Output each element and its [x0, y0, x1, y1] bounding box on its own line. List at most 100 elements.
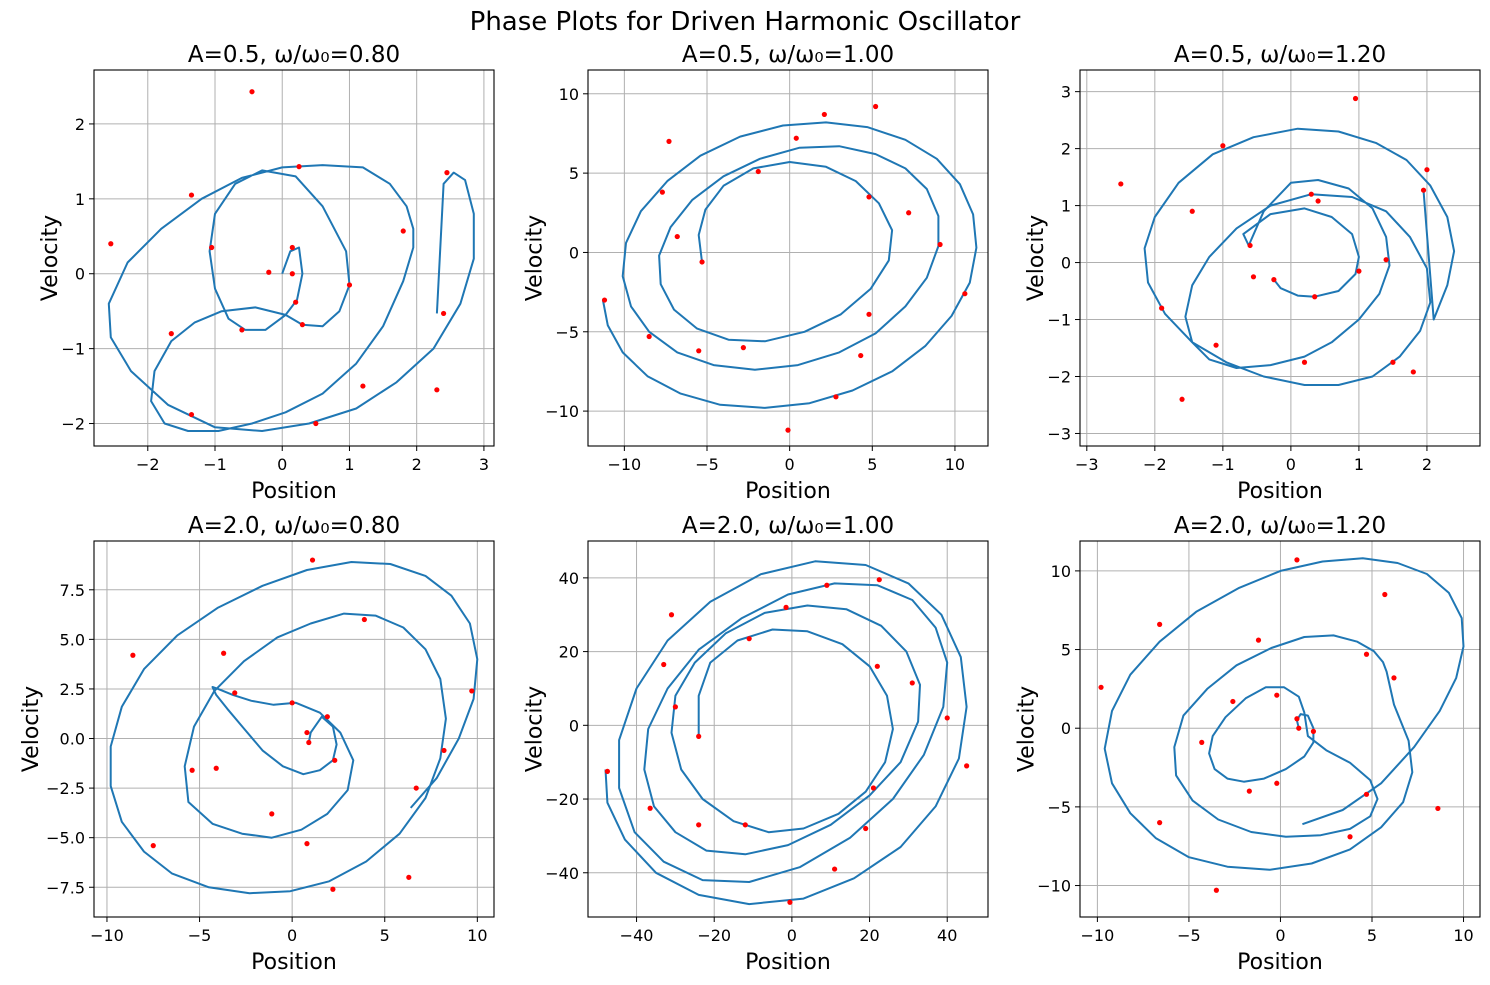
x-tick-label: −20 — [697, 926, 731, 945]
sample-point — [1294, 557, 1300, 563]
x-tick-label: 0 — [785, 455, 795, 474]
sample-point — [876, 577, 882, 583]
y-tick-label: −40 — [545, 864, 579, 883]
phase-trajectory — [604, 560, 968, 906]
sample-point — [188, 411, 195, 418]
tick-layer: −3 −2 −1 0 1 2 −3 −2 −1 0 1 2 3 — [1047, 83, 1432, 474]
sample-point — [293, 299, 299, 305]
sample-point — [324, 714, 330, 720]
y-tick-label: 10 — [1051, 562, 1071, 581]
subplot-5: −10 −5 0 5 10 −10 −5 0 5 10 A=2.0, ω/ω₀=1.20 Posi… — [1015, 513, 1481, 975]
y-tick-label: −5 — [1047, 798, 1071, 817]
sample-point — [1246, 788, 1252, 794]
sample-point — [1310, 728, 1317, 734]
sample-point — [304, 729, 310, 736]
subplot-title: A=2.0, ω/ω₀=1.00 — [682, 513, 894, 539]
sample-point — [150, 843, 156, 849]
y-tick-label: −1 — [1047, 311, 1071, 330]
sample-point — [937, 241, 943, 248]
sample-point — [239, 327, 245, 333]
sample-point — [1274, 780, 1280, 786]
sample-point — [601, 297, 608, 303]
sample-point — [755, 168, 761, 175]
sample-point — [1391, 675, 1397, 681]
sample-point — [189, 767, 195, 773]
sample-point — [1352, 95, 1359, 102]
x-tick-label: 2 — [1422, 455, 1432, 474]
subplot-1: −10 −5 0 5 10 −10 −5 0 5 10 A=0.5, ω/ω₀=1.00 Posi… — [523, 42, 989, 504]
sample-point — [604, 768, 611, 774]
sample-point — [1255, 637, 1262, 643]
sample-point — [330, 886, 336, 892]
x-tick-label: 10 — [945, 455, 965, 474]
tick-layer: −10 −5 0 5 10 −7.5 −5.0 −2.5 0.0 2.5 5.0 7.5 — [46, 581, 487, 945]
sample-point — [1356, 268, 1362, 274]
tick-layer: −10 −5 0 5 10 −10 −5 0 5 10 — [545, 85, 965, 474]
sample-point — [1189, 208, 1195, 214]
x-tick-label: 0 — [787, 926, 797, 945]
sample-point — [793, 135, 799, 141]
x-tick-label: 10 — [1453, 926, 1473, 945]
x-tick-label: −10 — [1081, 926, 1115, 945]
phase-trajectory — [109, 561, 479, 895]
sample-point — [832, 866, 838, 872]
y-tick-label: 3 — [1061, 83, 1071, 102]
x-tick-label: −10 — [607, 455, 641, 474]
sample-point — [289, 244, 295, 251]
y-tick-label: 0 — [1061, 719, 1071, 738]
sample-point — [309, 557, 316, 563]
series-layer — [1118, 95, 1456, 402]
y-tick-label: 5.0 — [60, 630, 85, 649]
sample-point — [821, 111, 827, 118]
sample-point — [824, 582, 830, 588]
y-tick-label: −5 — [555, 323, 579, 342]
y-tick-label: 0 — [1061, 254, 1071, 273]
sample-point — [1382, 591, 1388, 598]
x-tick-label: −3 — [1075, 455, 1099, 474]
sample-point — [249, 89, 255, 95]
subplot-3: −10 −5 0 5 10 −7.5 −5.0 −2.5 0.0 2.5 5.0 7.5 A=2.0,… — [19, 513, 495, 975]
x-tick-label: −1 — [203, 455, 227, 474]
grid-layer — [94, 70, 494, 446]
plot-frame — [1079, 69, 1481, 447]
sample-point — [870, 785, 877, 791]
sample-point — [440, 310, 447, 317]
y-tick-label: 0.0 — [60, 730, 85, 749]
x-tick-label: 3 — [479, 455, 489, 474]
sample-point — [964, 763, 970, 769]
y-axis-label: Velocity — [1015, 686, 1040, 772]
sample-point — [944, 715, 950, 721]
sample-point — [1308, 191, 1314, 197]
sample-point — [1296, 725, 1302, 731]
sample-point — [1301, 359, 1308, 365]
sample-point — [1312, 294, 1318, 300]
sample-point — [332, 757, 338, 763]
sample-point — [833, 394, 839, 400]
x-tick-label: 20 — [859, 926, 879, 945]
sample-point — [866, 194, 872, 200]
sample-point — [361, 616, 367, 623]
y-tick-label: 1 — [75, 190, 85, 209]
phase-trajectory — [601, 121, 978, 409]
x-tick-label: −5 — [695, 455, 719, 474]
sample-point — [906, 210, 912, 216]
y-axis-label: Velocity — [1024, 215, 1049, 301]
sample-point — [1199, 739, 1205, 745]
sample-point — [1363, 651, 1370, 657]
sample-point — [742, 822, 748, 828]
y-tick-label: 7.5 — [60, 581, 85, 600]
series-layer — [601, 103, 978, 433]
y-axis-label: Velocity — [523, 686, 548, 772]
x-tick-label: 5 — [380, 926, 390, 945]
y-tick-label: −10 — [545, 402, 579, 421]
x-axis-label: Position — [1237, 479, 1323, 504]
subplot-0: −2 −1 0 1 2 3 −2 −1 0 1 2 A=0.5, ω/ω₀=0.80 Positio… — [38, 42, 495, 504]
x-tick-label: 2 — [412, 455, 422, 474]
tick-layer: −40 −20 0 20 40 −40 −20 0 20 40 — [545, 569, 957, 945]
series-layer — [604, 560, 970, 906]
subplot-2: −3 −2 −1 0 1 2 −3 −2 −1 0 1 2 3 A=0.5, ω/ω₀=1.20 Pos… — [1024, 42, 1481, 504]
sample-point — [1424, 167, 1430, 173]
y-axis-label: Velocity — [523, 215, 548, 301]
sample-point — [696, 733, 702, 739]
y-tick-label: 20 — [559, 643, 579, 662]
